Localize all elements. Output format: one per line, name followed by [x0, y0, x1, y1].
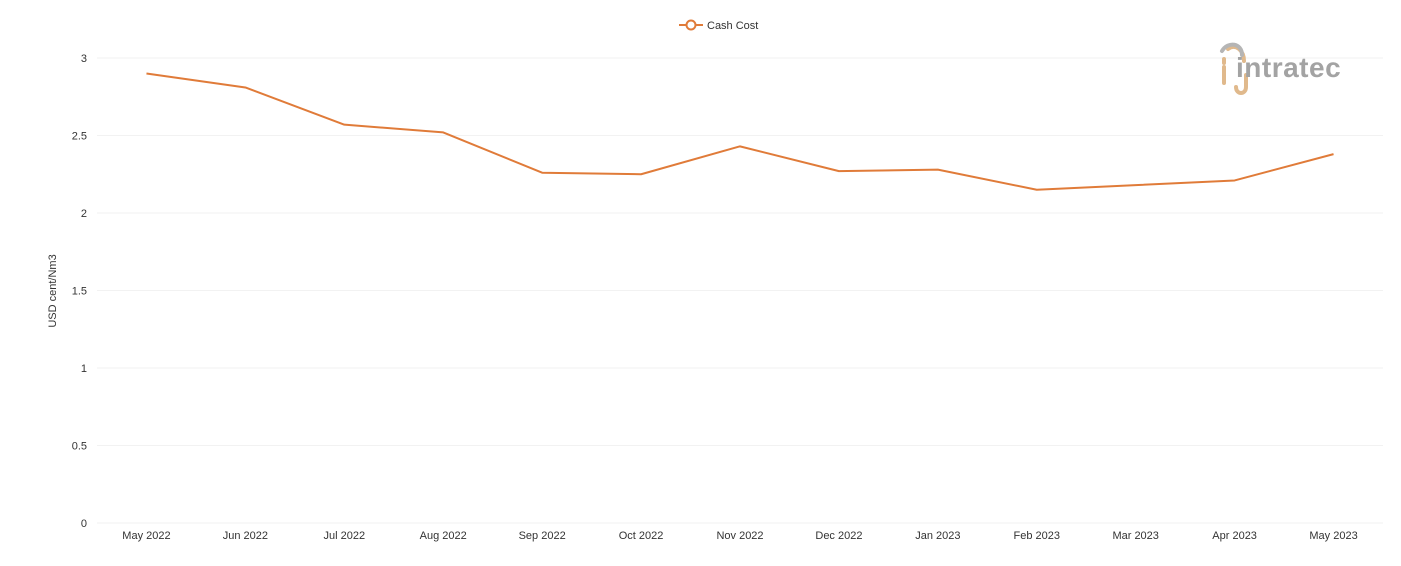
- series-lines: [143, 71, 1337, 193]
- data-point[interactable]: [341, 122, 347, 128]
- data-point[interactable]: [836, 168, 842, 174]
- y-axis-ticks: 0 0.5 1 1.5 2 2.5 3: [72, 53, 87, 530]
- legend-swatch-marker: [685, 19, 697, 31]
- x-axis-ticks: May 2022 Jun 2022 Jul 2022 Aug 2022 Sep 2022…: [122, 530, 1357, 542]
- x-tick-label: Dec 2022: [815, 530, 862, 542]
- data-point[interactable]: [638, 171, 644, 177]
- data-point[interactable]: [242, 84, 248, 90]
- y-tick-label: 2: [81, 208, 87, 220]
- y-tick-label: 2.5: [72, 131, 87, 143]
- x-tick-label: Jul 2022: [324, 530, 366, 542]
- data-point[interactable]: [935, 167, 941, 173]
- data-point[interactable]: [143, 71, 149, 77]
- logo: intratec: [1220, 42, 1341, 95]
- data-point[interactable]: [737, 143, 743, 149]
- data-point[interactable]: [1331, 151, 1337, 157]
- data-point[interactable]: [1133, 182, 1139, 188]
- x-tick-label: Aug 2022: [420, 530, 467, 542]
- x-tick-label: May 2023: [1309, 530, 1357, 542]
- x-tick-label: Feb 2023: [1014, 530, 1060, 542]
- x-tick-label: Apr 2023: [1212, 530, 1257, 542]
- grid-lines: [97, 57, 1383, 524]
- data-point[interactable]: [440, 129, 446, 135]
- x-tick-label: Jan 2023: [915, 530, 960, 542]
- x-tick-label: Mar 2023: [1112, 530, 1158, 542]
- x-tick-label: Jun 2022: [223, 530, 268, 542]
- logo-mark-icon: [1222, 44, 1248, 95]
- x-tick-label: May 2022: [122, 530, 170, 542]
- y-tick-label: 3: [81, 53, 87, 65]
- data-point[interactable]: [1034, 187, 1040, 193]
- x-tick-label: Oct 2022: [619, 530, 664, 542]
- y-tick-label: 1.5: [72, 286, 87, 298]
- data-point[interactable]: [539, 170, 545, 176]
- y-tick-label: 0.5: [72, 441, 87, 453]
- legend-label: Cash Cost: [707, 20, 758, 32]
- x-tick-label: Sep 2022: [519, 530, 566, 542]
- logo-mark-outline-icon: [1220, 42, 1244, 57]
- y-axis-title: USD cent/Nm3: [47, 254, 59, 327]
- x-tick-label: Nov 2022: [716, 530, 763, 542]
- data-point[interactable]: [1232, 177, 1238, 183]
- legend[interactable]: Cash Cost: [679, 19, 758, 32]
- y-tick-label: 1: [81, 363, 87, 375]
- series-line-cash-cost[interactable]: [146, 72, 1334, 191]
- y-tick-label: 0: [81, 518, 87, 530]
- logo-text: intratec: [1236, 52, 1341, 83]
